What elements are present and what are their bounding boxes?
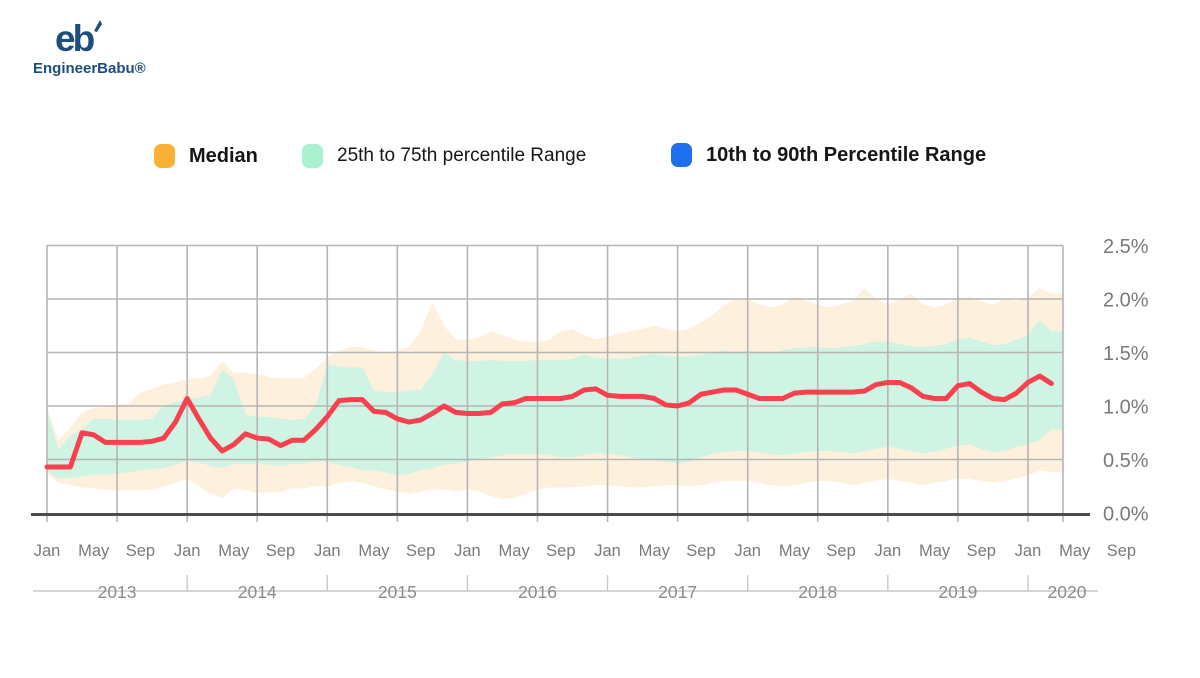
y-axis-label: 2.5%	[1103, 236, 1149, 258]
y-axis-label: 0.0%	[1103, 504, 1149, 526]
year-label: 2020	[1048, 582, 1087, 602]
y-axis-label: 2.0%	[1103, 290, 1149, 312]
month-label: May	[919, 542, 951, 560]
year-label: 2014	[238, 582, 277, 602]
month-label: Jan	[875, 542, 902, 560]
legend-label-10-90-range: 10th to 90th Percentile Range	[706, 143, 987, 166]
month-label: Jan	[454, 542, 481, 560]
logo-eb-icon: eb	[55, 18, 95, 59]
month-label: Sep	[126, 542, 155, 560]
legend-item-median: Median	[154, 144, 258, 168]
month-label: Jan	[34, 542, 61, 560]
month-label: Sep	[406, 542, 435, 560]
engineerbabu-logo: eb EngineerBabu®	[33, 18, 173, 77]
year-label: 2016	[518, 582, 557, 602]
month-label: Sep	[686, 542, 715, 560]
logo-company-name: EngineerBabu®	[33, 60, 146, 77]
median-swatch-icon	[154, 144, 175, 168]
y-axis-label: 1.5%	[1103, 343, 1149, 365]
chart-legend: Median 25th to 75th percentile Range 10t…	[0, 0, 1200, 168]
inner-band-swatch-icon	[302, 144, 323, 168]
month-label: Sep	[266, 542, 295, 560]
median-line	[44, 373, 1054, 470]
month-label: May	[78, 542, 110, 560]
month-label: May	[1059, 542, 1091, 560]
year-label: 2013	[98, 582, 137, 602]
month-label: Sep	[1107, 542, 1136, 560]
month-label: Jan	[174, 542, 201, 560]
year-label: 2017	[658, 582, 697, 602]
y-axis-label: 0.5%	[1103, 450, 1149, 472]
month-label: May	[218, 542, 250, 560]
month-label: May	[779, 542, 811, 560]
month-label: May	[639, 542, 671, 560]
year-label: 2019	[938, 582, 977, 602]
month-label: May	[358, 542, 390, 560]
month-label: Jan	[594, 542, 621, 560]
logo-spark-icon	[94, 20, 102, 32]
y-axis-label: 1.0%	[1103, 397, 1149, 419]
month-label: Jan	[1015, 542, 1042, 560]
month-label: May	[499, 542, 531, 560]
month-label: Sep	[546, 542, 575, 560]
legend-item-25-75-range: 25th to 75th percentile Range	[302, 144, 586, 168]
year-label: 2018	[798, 582, 837, 602]
legend-label-median: Median	[189, 144, 258, 167]
month-label: Jan	[314, 542, 341, 560]
year-label: 2015	[378, 582, 417, 602]
legend-label-25-75-range: 25th to 75th percentile Range	[337, 145, 587, 166]
month-label: Jan	[734, 542, 761, 560]
legend-item-10-90-range: 10th to 90th Percentile Range	[671, 143, 986, 167]
month-label: Sep	[967, 542, 996, 560]
month-label: Sep	[826, 542, 855, 560]
outer-band-swatch-icon	[671, 143, 692, 167]
